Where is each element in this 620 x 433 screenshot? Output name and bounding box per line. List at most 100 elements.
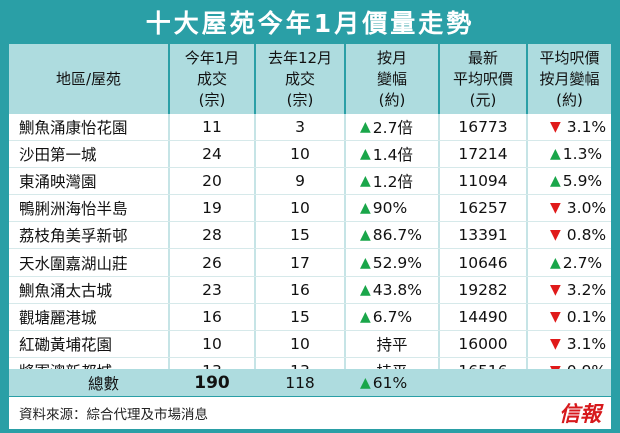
triangle-down-icon: ▼ <box>550 227 561 244</box>
estate-name: 紅磡黃埔花園 <box>9 330 170 357</box>
dec-transactions: 10 <box>256 195 346 222</box>
estate-name: 東涌映灣園 <box>9 168 170 195</box>
monthly-change: ▲ 52.9% <box>346 249 440 276</box>
estate-name: 天水圍嘉湖山莊 <box>9 249 170 276</box>
monthly-change: ▲ 90% <box>346 195 440 222</box>
monthly-change: 持平 <box>346 330 440 357</box>
monthly-change: ▲ 1.4倍 <box>346 141 440 168</box>
price-change: ▼ 3.1% <box>550 334 607 353</box>
estate-name: 鴨脷洲海怡半島 <box>9 195 170 222</box>
table-row: 天水圍嘉湖山莊 26 17 ▲ 52.9% 10646 ▲ 2.7% <box>9 249 611 277</box>
total-label: 總數 <box>9 369 170 396</box>
header-jan-transactions: 今年1月 成交 (宗) <box>170 44 256 114</box>
triangle-up-icon: ▲ <box>550 254 561 271</box>
triangle-down-icon: ▼ <box>550 200 561 217</box>
triangle-up-icon: ▲ <box>360 227 371 244</box>
avg-price: 13391 <box>440 222 528 249</box>
triangle-down-icon: ▼ <box>550 119 561 136</box>
dec-transactions: 17 <box>256 249 346 276</box>
table-row: 鰂魚涌康怡花園 11 3 ▲ 2.7倍 16773 ▼ 3.1% <box>9 114 611 142</box>
jan-transactions: 19 <box>170 195 256 222</box>
price-change: ▼ 3.2% <box>550 280 607 299</box>
triangle-down-icon: ▼ <box>550 281 561 298</box>
jan-transactions: 26 <box>170 249 256 276</box>
triangle-down-icon: ▼ <box>550 308 561 325</box>
price-change: ▲ 5.9% <box>550 172 603 191</box>
estate-name: 荔枝角美孚新邨 <box>9 222 170 249</box>
triangle-up-icon: ▲ <box>360 173 371 190</box>
dec-transactions: 16 <box>256 276 346 303</box>
price-change: ▲ 2.7% <box>550 253 603 272</box>
triangle-up-icon: ▲ <box>360 119 371 136</box>
triangle-up-icon: ▲ <box>360 254 371 271</box>
total-dec: 118 <box>256 369 346 396</box>
table-row: 紅磡黃埔花園 10 10 持平 16000 ▼ 3.1% <box>9 330 611 358</box>
total-row: 總數 190 118 ▲ 61% <box>9 369 611 396</box>
header-monthly-change: 按月 變幅 (約) <box>346 44 440 114</box>
avg-price: 16000 <box>440 330 528 357</box>
page-title: 十大屋苑今年1月價量走勢 <box>145 9 475 38</box>
triangle-up-icon: ▲ <box>360 146 371 163</box>
avg-price: 17214 <box>440 141 528 168</box>
header-avg-price: 最新 平均呎價 (元) <box>440 44 528 114</box>
jan-transactions: 10 <box>170 330 256 357</box>
price-change: ▲ 1.3% <box>550 145 603 164</box>
header-price-change: 平均呎價 按月變幅 (約) <box>539 48 600 109</box>
estate-name: 沙田第一城 <box>9 141 170 168</box>
avg-price: 11094 <box>440 168 528 195</box>
table-row: 觀塘麗港城 16 15 ▲ 6.7% 14490 ▼ 0.1% <box>9 303 611 331</box>
total-empty-rate <box>528 369 611 396</box>
dec-transactions: 15 <box>256 222 346 249</box>
price-change: ▼ 0.8% <box>550 226 607 245</box>
jan-transactions: 24 <box>170 141 256 168</box>
dec-transactions: 10 <box>256 141 346 168</box>
table-row: 鰂魚涌太古城 23 16 ▲ 43.8% 19282 ▼ 3.2% <box>9 276 611 304</box>
header-dec-transactions: 去年12月 成交 (宗) <box>256 44 346 114</box>
estate-name: 鰂魚涌太古城 <box>9 276 170 303</box>
avg-price: 10646 <box>440 249 528 276</box>
footer: 資料來源：綜合代理及市場消息 信報 <box>9 397 611 429</box>
price-change: ▼ 3.0% <box>550 199 607 218</box>
table-header: 地區/屋苑 今年1月 成交 (宗) 去年12月 成交 (宗) 按月 變幅 (約)… <box>9 44 611 114</box>
monthly-change: ▲ 43.8% <box>346 276 440 303</box>
jan-transactions: 20 <box>170 168 256 195</box>
table-row: 鴨脷洲海怡半島 19 10 ▲ 90% 16257 ▼ 3.0% <box>9 195 611 223</box>
triangle-up-icon: ▲ <box>360 374 371 391</box>
dec-transactions: 9 <box>256 168 346 195</box>
jan-transactions: 23 <box>170 276 256 303</box>
avg-price: 16773 <box>440 114 528 141</box>
jan-transactions: 11 <box>170 114 256 141</box>
dec-transactions: 10 <box>256 330 346 357</box>
avg-price: 19282 <box>440 276 528 303</box>
table-row: 沙田第一城 24 10 ▲ 1.4倍 17214 ▲ 1.3% <box>9 141 611 169</box>
source-note: 資料來源：綜合代理及市場消息 <box>19 407 208 423</box>
total-jan: 190 <box>170 369 256 396</box>
avg-price: 14490 <box>440 303 528 330</box>
total-empty-price <box>440 369 528 396</box>
jan-transactions: 16 <box>170 303 256 330</box>
triangle-up-icon: ▲ <box>360 200 371 217</box>
monthly-change: ▲ 2.7倍 <box>346 114 440 141</box>
estate-name: 鰂魚涌康怡花園 <box>9 114 170 141</box>
publisher-logo: 信報 <box>559 401 601 426</box>
triangle-up-icon: ▲ <box>550 173 561 190</box>
monthly-change: ▲ 1.2倍 <box>346 168 440 195</box>
avg-price: 16257 <box>440 195 528 222</box>
dec-transactions: 15 <box>256 303 346 330</box>
table-body: 鰂魚涌康怡花園 11 3 ▲ 2.7倍 16773 ▼ 3.1% 沙田第一城 24 10 ▲ 1.4倍 1… <box>9 114 611 385</box>
triangle-down-icon: ▼ <box>550 335 561 352</box>
estate-name: 觀塘麗港城 <box>9 303 170 330</box>
triangle-up-icon: ▲ <box>360 308 371 325</box>
triangle-up-icon: ▲ <box>360 281 371 298</box>
header-estate: 地區/屋苑 <box>9 44 170 114</box>
table-row: 荔枝角美孚新邨 28 15 ▲ 86.7% 13391 ▼ 0.8% <box>9 222 611 250</box>
monthly-change: ▲ 86.7% <box>346 222 440 249</box>
triangle-up-icon: ▲ <box>550 146 561 163</box>
total-change: ▲ 61% <box>346 369 440 396</box>
dec-transactions: 3 <box>256 114 346 141</box>
jan-transactions: 28 <box>170 222 256 249</box>
monthly-change: ▲ 6.7% <box>346 303 440 330</box>
price-change: ▼ 3.1% <box>550 118 607 137</box>
price-change: ▼ 0.1% <box>550 307 607 326</box>
table-row: 東涌映灣園 20 9 ▲ 1.2倍 11094 ▲ 5.9% <box>9 168 611 196</box>
